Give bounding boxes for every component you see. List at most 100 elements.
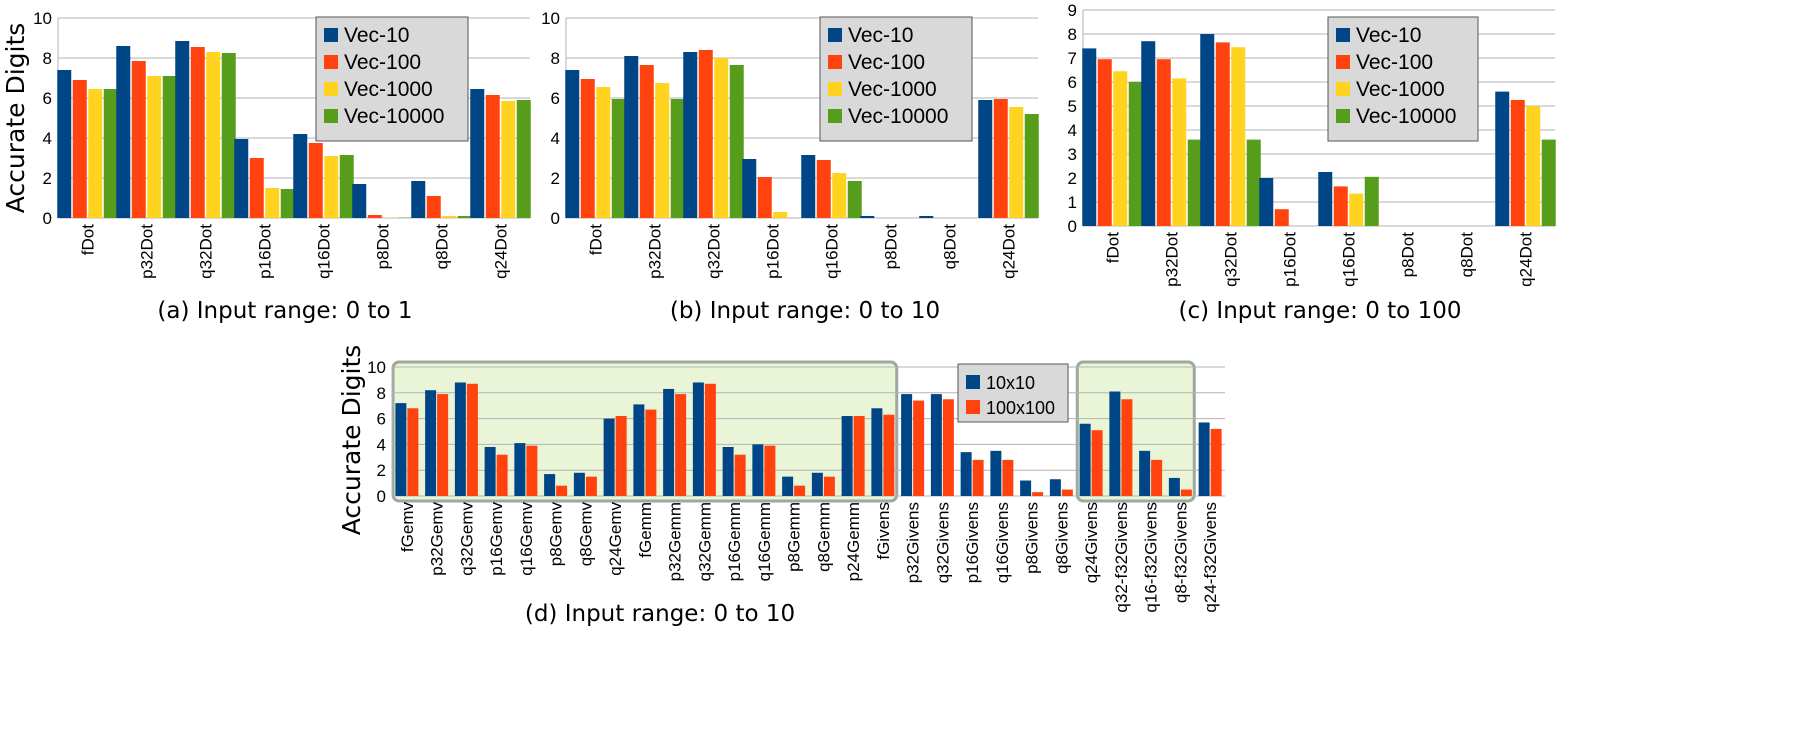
x-tick-label: q16Dot (315, 224, 334, 279)
x-tick-label: fGivens (874, 502, 893, 560)
bar-d-fGemm-10x10 (633, 404, 645, 496)
bar-b-p16Dot-Vec-100 (757, 177, 772, 218)
bar-d-q32Givens-100x100 (942, 399, 954, 496)
legend-swatch (1336, 109, 1350, 123)
bar-d-p8Givens-100x100 (1032, 492, 1044, 496)
bar-c-p32Dot-Vec-1000 (1172, 78, 1187, 227)
bar-c-q32Dot-Vec-1000 (1231, 47, 1246, 227)
bar-d-p32Gemm-100x100 (675, 394, 687, 496)
legend-label: Vec-10 (344, 24, 409, 47)
bar-d-p24Gemm-100x100 (853, 416, 865, 496)
x-tick-label: q16Givens (993, 502, 1012, 583)
bar-c-q24Dot-Vec-100 (1510, 100, 1525, 226)
bar-d-q16Gemv-100x100 (526, 445, 538, 496)
bar-c-q32Dot-Vec-10 (1200, 34, 1215, 226)
bar-a-q24Dot-Vec-100 (485, 95, 500, 218)
bar-c-q32Dot-Vec-10000 (1246, 139, 1261, 226)
x-tick-label: fDot (587, 224, 606, 255)
x-tick-label: fDot (1104, 232, 1123, 263)
caption-c: (c) Input range: 0 to 100 (1179, 298, 1462, 324)
bar-c-q24Dot-Vec-1000 (1526, 106, 1541, 226)
bar-a-fDot-Vec-10000 (103, 89, 118, 218)
bar-d-q32Gemm-100x100 (704, 383, 716, 496)
y-tick-label: 3 (1068, 145, 1077, 164)
bar-c-fDot-Vec-100 (1097, 59, 1112, 227)
bar-b-p32Dot-Vec-1000 (655, 83, 670, 218)
y-tick-label: 0 (377, 487, 386, 506)
legend-swatch (966, 400, 980, 414)
x-tick-label: q8Dot (941, 224, 960, 270)
caption-a: (a) Input range: 0 to 1 (157, 298, 412, 324)
x-tick-label: fGemv (398, 502, 417, 553)
y-tick-label: 6 (551, 89, 560, 108)
legend-swatch (828, 28, 842, 42)
bar-b-fDot-Vec-100 (580, 79, 595, 218)
bar-b-q24Dot-Vec-10000 (1024, 114, 1039, 218)
x-tick-label: p16Gemv (487, 502, 506, 576)
chart-b: 0 2 4 6 8 10 fDot p32Dot q32Dot p16Dot q16Dot p8Dot… (541, 9, 1039, 324)
bar-d-q8Givens-10x10 (1049, 479, 1061, 496)
caption-d: (d) Input range: 0 to 10 (525, 601, 795, 627)
bar-b-q16Dot-Vec-100 (816, 160, 831, 218)
y-tick-label: 0 (1068, 217, 1077, 236)
caption-b: (b) Input range: 0 to 10 (670, 298, 940, 324)
legend-label: Vec-10000 (848, 105, 948, 128)
bar-b-q32Dot-Vec-10 (683, 52, 698, 218)
bar-a-q8Dot-Vec-100 (426, 196, 441, 218)
x-tick-label: q32Gemv (457, 502, 476, 576)
bar-d-fGivens-10x10 (871, 408, 883, 496)
bar-c-q16Dot-Vec-10000 (1364, 176, 1379, 226)
bar-b-q32Dot-Vec-100 (698, 50, 713, 218)
legend-label: Vec-100 (1356, 51, 1433, 74)
bar-c-q24Dot-Vec-10000 (1541, 139, 1556, 226)
bar-d-q32Gemv-10x10 (454, 382, 466, 496)
x-tick-label: q16Dot (1340, 232, 1359, 287)
x-tick-label: q32-f32Givens (1112, 502, 1131, 613)
bar-d-fGemv-10x10 (395, 403, 407, 496)
bar-d-fGivens-100x100 (883, 414, 895, 496)
bar-b-q32Dot-Vec-1000 (714, 58, 729, 218)
legend-swatch (1336, 28, 1350, 42)
bar-c-fDot-Vec-10000 (1128, 82, 1143, 226)
bar-d-q16-f32Givens-100x100 (1151, 459, 1163, 496)
bar-c-q16Dot-Vec-10 (1318, 172, 1333, 226)
y-tick-label: 4 (43, 129, 52, 148)
x-tick-label: p16Dot (256, 224, 275, 279)
bar-c-fDot-Vec-10 (1082, 48, 1097, 227)
x-tick-label: p16Gemm (725, 502, 744, 581)
legend-swatch (324, 82, 338, 96)
x-tick-label: p32Gemm (666, 502, 685, 581)
bar-d-fGemm-100x100 (645, 409, 657, 496)
bar-b-q32Dot-Vec-10000 (729, 65, 744, 218)
bar-d-q32-f32Givens-100x100 (1121, 399, 1133, 496)
bar-a-fDot-Vec-1000 (88, 89, 103, 218)
x-tick-label: p32Dot (1163, 232, 1182, 287)
bar-d-q8Gemv-10x10 (573, 472, 585, 496)
bar-d-q16-f32Givens-10x10 (1139, 450, 1151, 496)
bar-c-p32Dot-Vec-100 (1156, 59, 1171, 227)
bar-d-q16Gemv-10x10 (514, 443, 526, 496)
legend-swatch (828, 109, 842, 123)
bar-a-q32Dot-Vec-1000 (206, 52, 221, 218)
y-tick-label: 6 (377, 410, 386, 429)
x-tick-label: p16Dot (764, 224, 783, 279)
bar-c-fDot-Vec-1000 (1113, 71, 1128, 226)
bar-a-q24Dot-Vec-10 (470, 89, 485, 218)
x-tick-label: p8Dot (374, 224, 393, 270)
x-tick-label: q8Gemv (576, 502, 595, 567)
legend-label: Vec-10000 (1356, 105, 1456, 128)
x-tick-label: fDot (79, 224, 98, 255)
legend-swatch (324, 109, 338, 123)
bar-a-p32Dot-Vec-10 (116, 46, 131, 218)
legend-swatch (966, 375, 980, 389)
x-tick-label: q8Gemm (814, 502, 833, 572)
highlight-box-2 (1075, 360, 1196, 503)
y-tick-label: 2 (43, 169, 52, 188)
legend: Vec-10 Vec-100 Vec-1000 Vec-10000 (315, 16, 469, 142)
bar-d-p24Gemm-10x10 (841, 416, 853, 496)
y-tick-label: 6 (43, 89, 52, 108)
bar-d-p8Gemv-100x100 (556, 485, 568, 496)
x-tick-label: q16Gemv (517, 502, 536, 576)
y-tick-label: 5 (1068, 97, 1077, 116)
